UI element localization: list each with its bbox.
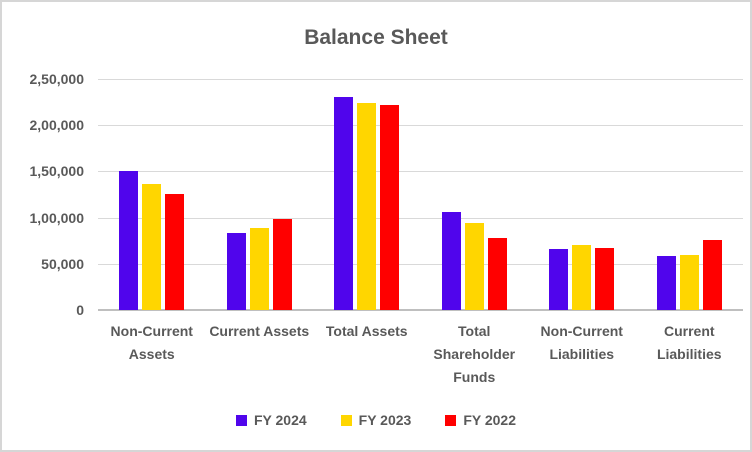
y-axis-tick-label: 1,50,000	[29, 163, 85, 180]
legend-item-fy-2023: FY 2023	[340, 412, 412, 428]
legend-marker-icon	[445, 414, 457, 426]
bar-fy-2024-total-shareholder-funds	[441, 212, 461, 310]
bar-group-total-assets	[313, 79, 421, 310]
legend-label: FY 2024	[253, 412, 307, 428]
bar-group-non-current-assets	[98, 79, 206, 310]
legend: FY 2024 FY 2023 FY 2022	[2, 412, 750, 428]
bar-fy-2023-non-current-liabilities	[572, 245, 592, 310]
gridline	[98, 125, 743, 127]
gridline	[98, 79, 743, 80]
bar-group-total-shareholder-funds	[421, 79, 529, 310]
legend-marker-icon	[235, 414, 247, 426]
bar-fy-2023-total-shareholder-funds	[464, 223, 484, 310]
bar-fy-2022-current-assets	[272, 219, 292, 310]
bar-fy-2022-total-shareholder-funds	[487, 238, 507, 310]
x-axis-category-label: Non-Current Assets	[110, 323, 193, 362]
x-axis-category-label: Total Shareholder Funds	[433, 323, 516, 385]
x-axis-category-label: Non-Current Liabilities	[540, 323, 623, 362]
gridline	[98, 171, 743, 173]
bar-fy-2024-total-assets	[334, 97, 354, 310]
bar-fy-2022-non-current-liabilities	[595, 248, 615, 310]
legend-item-fy-2022: FY 2022	[445, 412, 516, 428]
y-axis-tick-label: 1,00,000	[29, 209, 85, 226]
x-axis-line	[98, 309, 743, 311]
chart-title: Balance Sheet	[304, 26, 448, 49]
bar-fy-2022-current-liabilities	[702, 240, 722, 310]
bar-fy-2024-non-current-assets	[119, 171, 139, 310]
legend-marker-icon	[340, 414, 352, 426]
gridline	[98, 217, 743, 219]
bars-layer	[98, 79, 743, 310]
bar-fy-2022-non-current-assets	[165, 194, 185, 310]
bar-fy-2024-current-liabilities	[656, 256, 676, 310]
bar-group-non-current-liabilities	[528, 79, 636, 310]
x-axis-category-label: Current Assets	[209, 323, 310, 339]
legend-label: FY 2022	[463, 412, 516, 428]
bar-fy-2024-current-assets	[226, 233, 246, 310]
gridline	[98, 263, 743, 265]
bar-group-current-assets	[206, 79, 314, 310]
y-axis-tick-label: 50,000	[41, 255, 84, 272]
bar-fy-2022-total-assets	[380, 105, 400, 310]
x-axis-category-label: Current Liabilities	[656, 323, 722, 362]
bar-fy-2023-current-liabilities	[679, 255, 699, 310]
legend-item-fy-2024: FY 2024	[235, 412, 307, 428]
y-axis-tick-label: 2,50,000	[29, 71, 85, 87]
y-axis-tick-label: 0	[76, 302, 84, 318]
bar-fy-2023-total-assets	[357, 103, 377, 310]
bar-fy-2024-non-current-liabilities	[549, 249, 569, 310]
bar-fy-2023-non-current-assets	[142, 184, 162, 310]
bar-fy-2023-current-assets	[249, 228, 269, 310]
x-axis-category-label: Total Assets	[325, 323, 408, 339]
plot-area	[98, 79, 743, 311]
y-axis-tick-label: 2,00,000	[29, 117, 85, 134]
legend-label: FY 2023	[358, 412, 412, 428]
bar-group-current-liabilities	[636, 79, 744, 310]
